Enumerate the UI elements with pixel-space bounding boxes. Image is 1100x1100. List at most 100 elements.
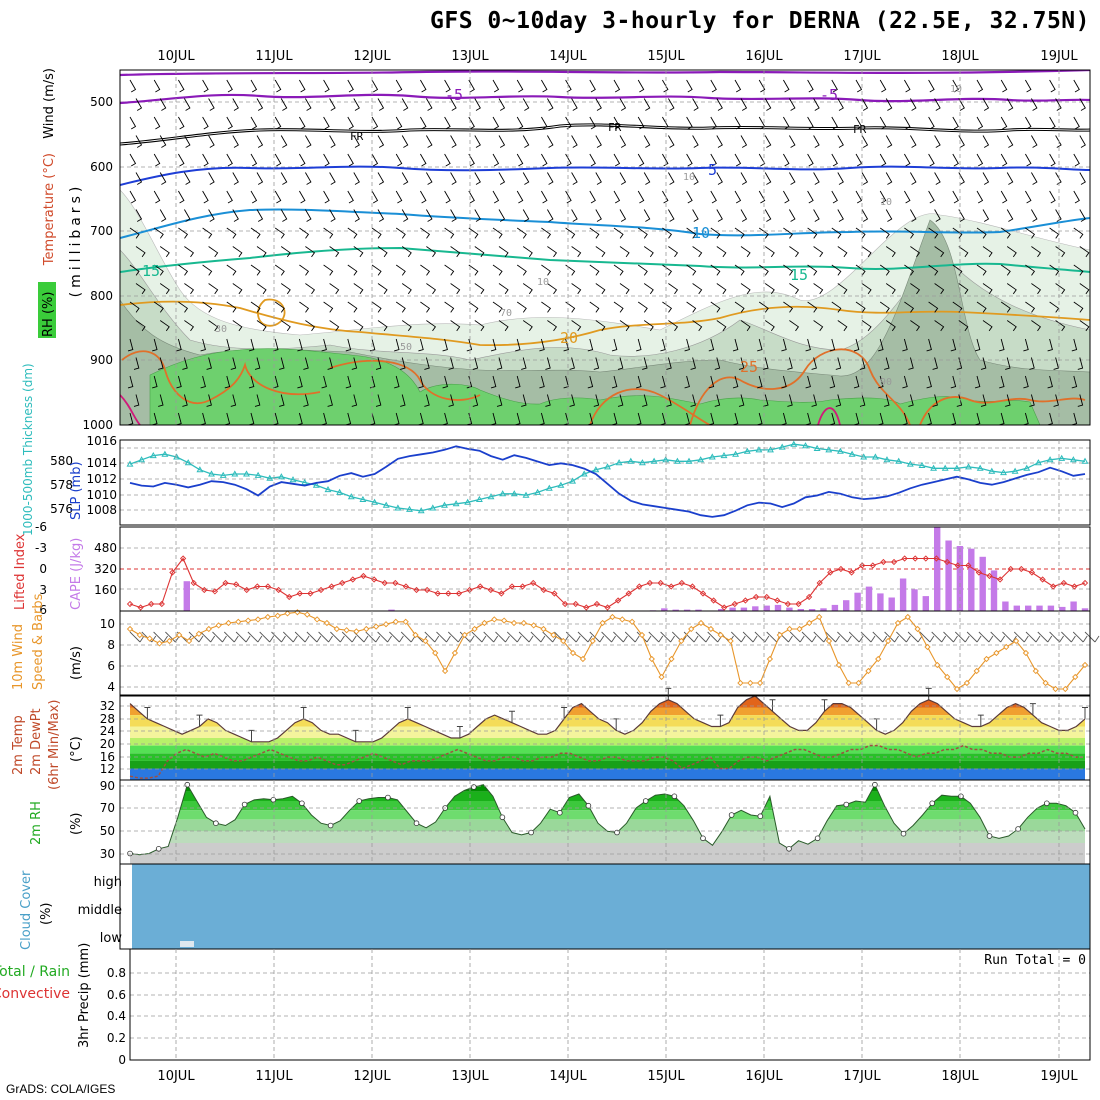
upper-wind-barb [250, 264, 261, 276]
upper-wind-barb [492, 190, 500, 204]
tick-rh-30: 30 [100, 847, 115, 861]
upper-wind-barb [256, 320, 267, 332]
upper-wind-barb [807, 190, 814, 204]
surface-wind-barb [837, 631, 852, 643]
date-label-top-15jul: 15JUL [647, 49, 685, 64]
contour-plus10 [120, 208, 1090, 239]
wind-point [1062, 685, 1069, 693]
temp-ticks: 32 28 24 20 16 12 [100, 699, 115, 776]
surface-wind-barb [601, 631, 616, 643]
upper-wind-barb [595, 320, 606, 332]
upper-wind-barb [1079, 172, 1086, 185]
upper-wind-barb [297, 375, 303, 389]
surface-wind-barb [506, 631, 522, 643]
surface-wind-barb [966, 631, 982, 643]
wind-point [697, 619, 705, 627]
upper-wind-barb [230, 357, 237, 370]
upper-wind-barb [1000, 190, 1008, 204]
upper-wind-barb [323, 116, 330, 130]
upper-wind-barb [662, 301, 673, 313]
upper-wind-barb [569, 394, 575, 407]
upper-wind-barb [498, 209, 506, 222]
upper-wind-barb [448, 394, 454, 407]
upper-wind-barb [668, 283, 679, 295]
upper-wind-barb [805, 412, 811, 426]
upper-wind-barb [522, 320, 533, 332]
upper-wind-barb [613, 227, 624, 239]
upper-wind-barb [565, 227, 576, 239]
rh-label-10-b: 10 [683, 172, 695, 183]
upper-wind-barb [1079, 209, 1086, 222]
upper-wind-barb [1049, 79, 1056, 93]
li-point [859, 562, 866, 569]
thickness-panel: 580 578 576 1016 1014 1012 1010 1008 100… [21, 363, 1091, 536]
upper-wind-barb [660, 338, 666, 352]
upper-wind-barb [884, 357, 890, 370]
li-point [869, 562, 876, 569]
upper-wind-barb [547, 320, 558, 332]
upper-wind-barb [781, 412, 787, 426]
upper-wind-barb [807, 301, 818, 313]
li-point [487, 586, 494, 594]
upper-wind-barb [861, 283, 872, 295]
wind-point [451, 649, 459, 657]
surface-wind-barb [365, 631, 381, 643]
upper-wind-barb [934, 172, 941, 185]
tick-wind-4: 4 [107, 680, 115, 694]
li-point [604, 604, 611, 611]
upper-wind-barb [498, 98, 506, 111]
upper-wind-barb [305, 172, 312, 185]
upper-wind-barb [974, 412, 981, 426]
upper-wind-barb [208, 172, 215, 185]
cape-bar [820, 608, 827, 611]
thickness-left-ticks: 580 578 576 [50, 454, 73, 516]
upper-wind-barb [571, 135, 578, 148]
upper-wind-barb [587, 375, 594, 389]
upper-wind-barb [637, 227, 648, 239]
upper-wind-barb [982, 98, 990, 111]
upper-wind-barb [474, 98, 481, 111]
upper-wind-barb [976, 153, 984, 167]
upper-wind-barb [153, 190, 161, 204]
tick-wind-6: 6 [107, 659, 115, 673]
upper-wind-barb [829, 412, 836, 426]
upper-wind-barb [158, 394, 164, 407]
upper-wind-barb [135, 98, 143, 111]
upper-wind-barb [980, 357, 987, 370]
upper-wind-barb [1073, 79, 1080, 93]
upper-wind-barb [400, 357, 406, 370]
upper-wind-barb [424, 394, 430, 407]
surface-wind-barbs [129, 631, 1100, 643]
upper-wind-barb [135, 283, 146, 295]
thickness-point [219, 471, 227, 478]
upper-wind-barb [690, 394, 696, 407]
upper-wind-barb [327, 394, 333, 407]
upper-wind-barb [541, 301, 552, 313]
wind-point [786, 625, 793, 633]
upper-wind-barb [589, 79, 596, 93]
upper-wind-barb [329, 98, 336, 111]
lifted-index-markers [126, 555, 1089, 611]
cape-bar [877, 593, 884, 611]
wind-point [707, 625, 715, 633]
wind-point [756, 679, 764, 687]
upper-wind-barb [395, 116, 403, 130]
wind-point [934, 661, 941, 669]
surface-wind-barb [377, 631, 392, 643]
upper-wind-barb [666, 357, 672, 370]
upper-wind-barb [982, 209, 990, 222]
wind-point [136, 631, 143, 639]
temp-minmax-bar [717, 714, 724, 727]
upper-wind-barb [831, 264, 842, 276]
upper-wind-barb [692, 320, 703, 332]
upper-wind-barb [710, 227, 721, 239]
li-point [455, 590, 463, 597]
date-label-top-17jul: 17JUL [843, 49, 881, 64]
upper-wind-barb [323, 264, 334, 276]
upper-wind-barb [541, 190, 548, 204]
upper-wind-barb [855, 153, 863, 167]
tick-temp-24: 24 [100, 724, 115, 738]
li-point [498, 590, 505, 597]
thickness-point [499, 490, 507, 497]
